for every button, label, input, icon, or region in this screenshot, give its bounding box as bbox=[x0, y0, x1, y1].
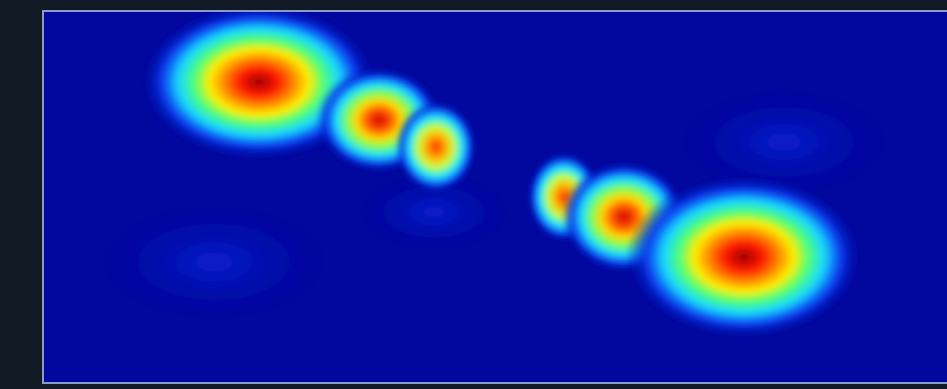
background-glow bbox=[94, 202, 334, 322]
background-glow bbox=[674, 87, 894, 197]
hotspot-large-right bbox=[626, 175, 862, 339]
heatmap-frame bbox=[42, 10, 947, 384]
heatmap-canvas bbox=[94, 12, 894, 339]
hotspot-small-left bbox=[396, 102, 476, 192]
background-glow bbox=[354, 172, 514, 252]
